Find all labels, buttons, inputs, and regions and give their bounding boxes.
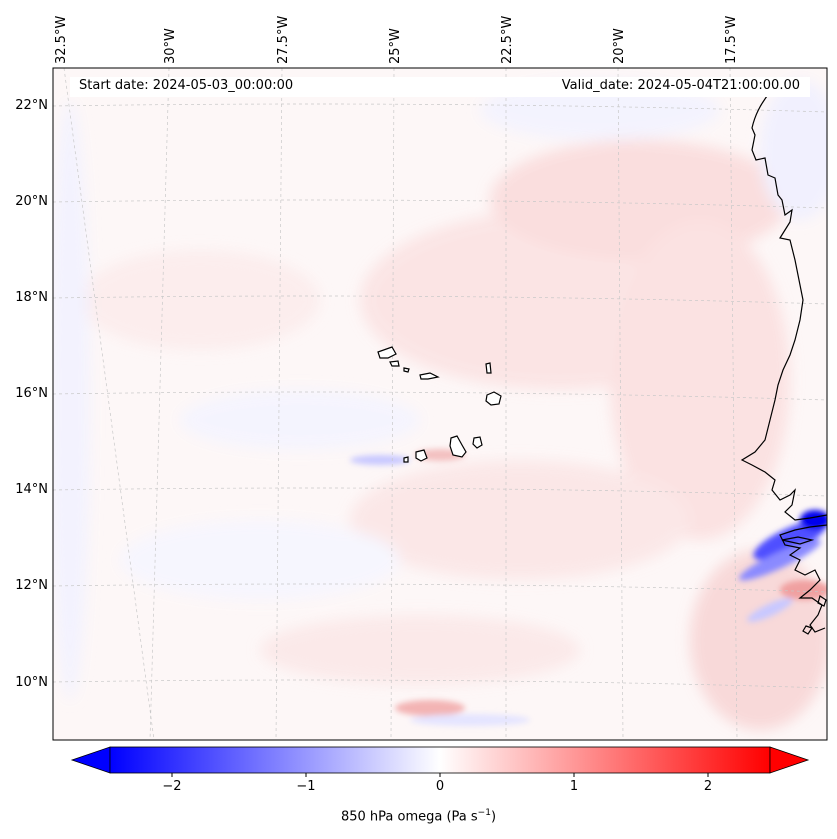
colorbar-tick-label: 2: [703, 779, 713, 794]
start-date-label: Start date: 2024-05-03_00:00:00: [79, 78, 294, 93]
map-frame: [52, 67, 828, 741]
lon-label: 20°W: [612, 28, 627, 64]
cape-verde-islands: [377, 346, 502, 463]
omega-field: [53, 68, 827, 740]
colorbar-tick-label: −1: [296, 779, 316, 794]
colorbar-units-close: ): [490, 809, 497, 825]
colorbar-label: 850 hPa omega (Pa s−1): [0, 808, 837, 824]
lon-label: 32.5°W: [54, 15, 69, 64]
colorbar-units-exponent: −1: [477, 808, 491, 818]
lon-label: 22.5°W: [500, 15, 515, 64]
colorbar-high-extend: [769, 746, 810, 774]
coastline: [740, 91, 827, 635]
lon-label: 30°W: [163, 28, 178, 64]
lon-label: 17.5°W: [724, 15, 739, 64]
colorbar-bar: [109, 746, 771, 774]
valid-date-label: Valid_date: 2024-05-04T21:00:00.00: [561, 78, 800, 93]
lat-label: 18°N: [15, 290, 48, 305]
lat-label: 22°N: [15, 98, 48, 113]
colorbar-units: (Pa s: [446, 809, 478, 825]
lat-label: 14°N: [15, 482, 48, 497]
lat-label: 16°N: [15, 386, 48, 401]
colorbar-tick-label: −2: [162, 779, 182, 794]
date-banner: [70, 77, 810, 97]
lat-label: 20°N: [15, 194, 48, 209]
colorbar-tick-label: 1: [569, 779, 579, 794]
colorbar-low-extend: [70, 746, 111, 774]
colorbar-variable: 850 hPa omega: [340, 809, 443, 825]
lon-label: 25°W: [388, 28, 403, 64]
graticule: [53, 68, 827, 740]
colorbar: [70, 746, 810, 777]
lat-label: 10°N: [15, 675, 48, 690]
lat-label: 12°N: [15, 578, 48, 593]
lon-label: 27.5°W: [276, 15, 291, 64]
colorbar-tick-label: 0: [435, 779, 445, 794]
